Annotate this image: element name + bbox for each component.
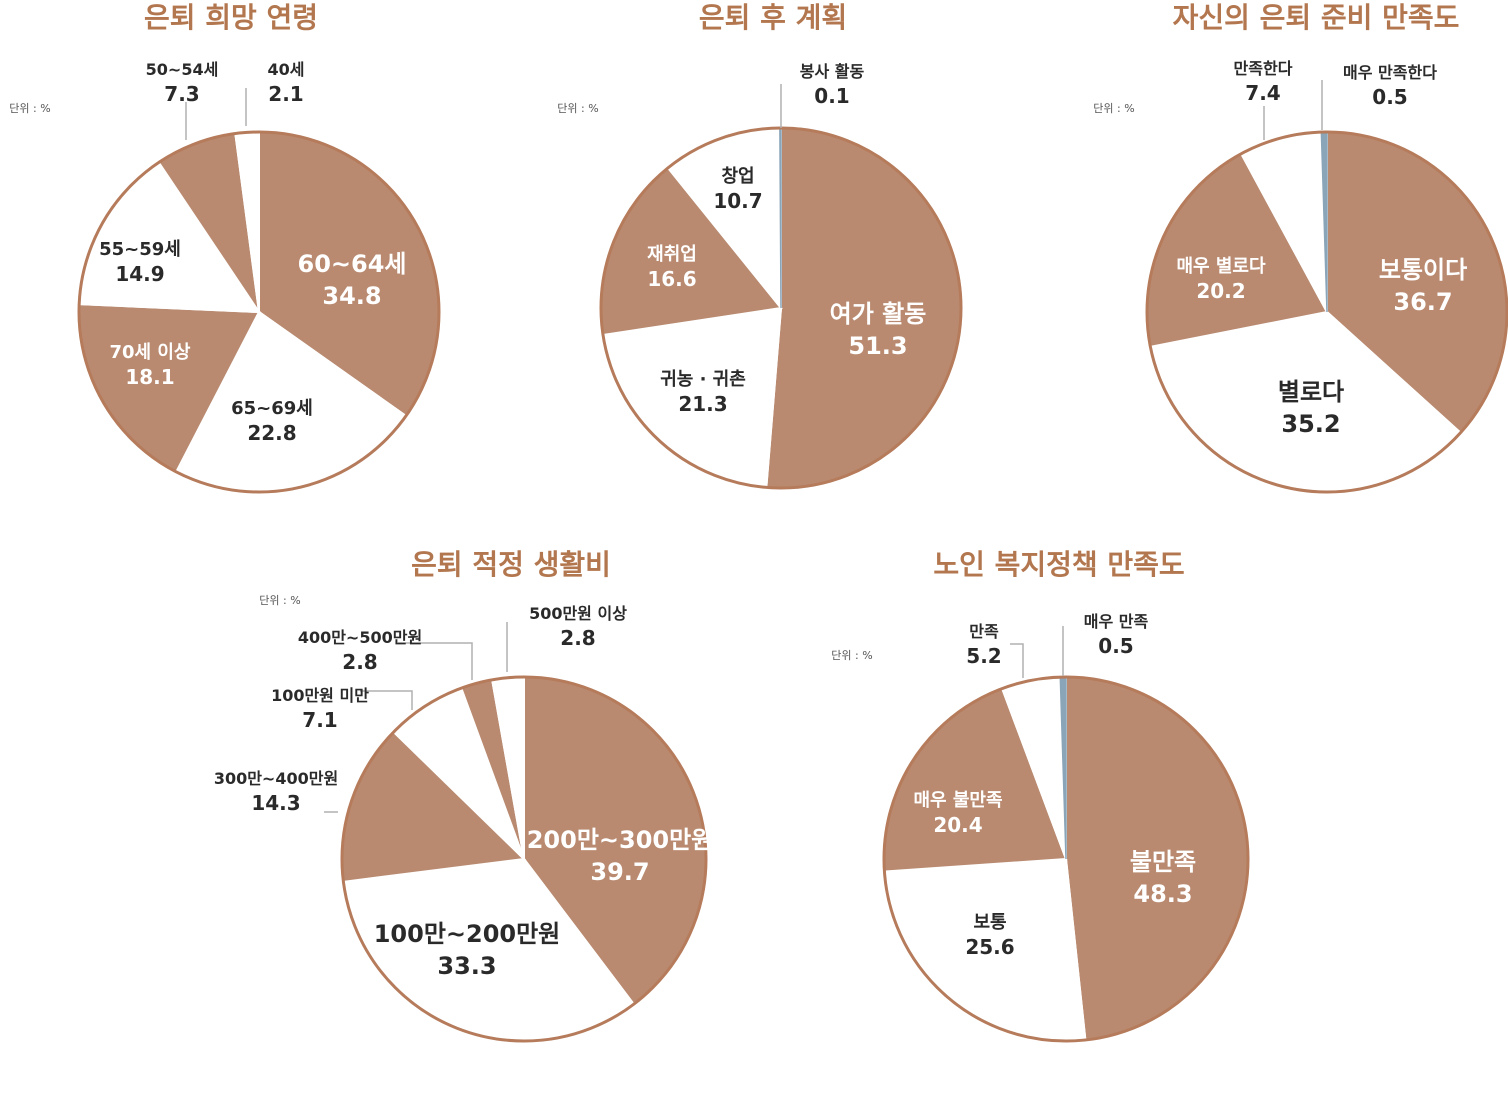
slice-label: 60~64세 [298, 250, 407, 278]
slice-value: 34.8 [322, 282, 381, 310]
pie-outline [340, 675, 708, 1043]
slice-value: 2.1 [268, 82, 303, 106]
slice-value: 2.8 [560, 626, 595, 650]
slice-value: 51.3 [848, 332, 907, 360]
slice-label: 매우 만족 [1084, 612, 1149, 631]
slice-value: 0.5 [1372, 85, 1407, 109]
slice-value: 48.3 [1133, 880, 1192, 908]
slice-value: 36.7 [1393, 288, 1452, 316]
slice-label: 300만~400만원 [214, 769, 338, 788]
unit-label: 단위 : % [9, 102, 50, 115]
unit-label: 단위 : % [1093, 102, 1134, 115]
slice-label: 여가 활동 [830, 300, 927, 328]
slice-value: 18.1 [125, 365, 174, 389]
slice-value: 21.3 [678, 392, 727, 416]
leader-line [360, 690, 413, 710]
slice-value: 7.4 [1245, 81, 1280, 105]
slice-label: 65~69세 [231, 398, 313, 419]
unit-label: 단위 : % [557, 102, 598, 115]
slice-label: 보통 [973, 912, 1006, 933]
slice-value: 20.2 [1196, 279, 1245, 303]
slice-value: 20.4 [933, 813, 982, 837]
slice-value: 10.7 [713, 189, 762, 213]
slice-label: 재취업 [647, 244, 697, 265]
chart-title: 자신의 은퇴 준비 만족도 [1173, 1, 1460, 34]
slice-label: 500만원 이상 [529, 604, 627, 623]
slice-label: 400만~500만원 [298, 628, 422, 647]
slice-label: 50~54세 [146, 60, 219, 79]
slice-label: 55~59세 [99, 239, 181, 260]
slice-label: 매우 별로다 [1176, 256, 1266, 277]
leader-line [398, 642, 473, 680]
slice-value: 2.8 [342, 650, 377, 674]
slice-label: 70세 이상 [110, 342, 191, 363]
slice-label: 불만족 [1130, 848, 1196, 876]
pie-outline [882, 675, 1250, 1043]
slice-label: 만족 [969, 622, 999, 641]
chart-title: 은퇴 후 계획 [699, 1, 847, 34]
slice-label: 40세 [268, 60, 305, 79]
slice-label: 100만원 미만 [271, 686, 369, 705]
slice-value: 0.1 [814, 84, 849, 108]
slice-value: 7.3 [164, 82, 199, 106]
unit-label: 단위 : % [259, 594, 300, 607]
leader-line [1010, 643, 1024, 678]
chart-title: 노인 복지정책 만족도 [933, 548, 1184, 581]
slice-label: 매우 만족한다 [1343, 63, 1437, 82]
slice-value: 16.6 [647, 267, 696, 291]
slice-label: 보통이다 [1379, 256, 1467, 284]
slice-value: 5.2 [966, 644, 1001, 668]
slice-value: 35.2 [1281, 410, 1340, 438]
slice-label: 200만~300만원 [527, 826, 714, 854]
slice-label: 봉사 활동 [800, 62, 865, 81]
chart-title: 은퇴 적정 생활비 [411, 548, 611, 581]
slice-label: 매우 불만족 [913, 790, 1002, 811]
slice-value: 22.8 [247, 421, 296, 445]
unit-label: 단위 : % [831, 649, 872, 662]
slice-value: 39.7 [590, 858, 649, 886]
pie-outline [1145, 130, 1508, 494]
slice-value: 14.3 [251, 791, 300, 815]
slice-value: 25.6 [965, 935, 1014, 959]
slice-label: 만족한다 [1234, 59, 1293, 78]
slice-value: 33.3 [437, 952, 496, 980]
slice-label: 귀농 · 귀촌 [660, 369, 746, 390]
slice-label: 창업 [721, 166, 754, 187]
slice-value: 0.5 [1098, 634, 1133, 658]
pie-outline [77, 130, 441, 494]
slice-value: 14.9 [115, 262, 164, 286]
slice-value: 7.1 [302, 708, 337, 732]
slice-label: 별로다 [1278, 378, 1344, 406]
slice-label: 100만~200만원 [374, 920, 561, 948]
chart-title: 은퇴 희망 연령 [144, 1, 318, 34]
